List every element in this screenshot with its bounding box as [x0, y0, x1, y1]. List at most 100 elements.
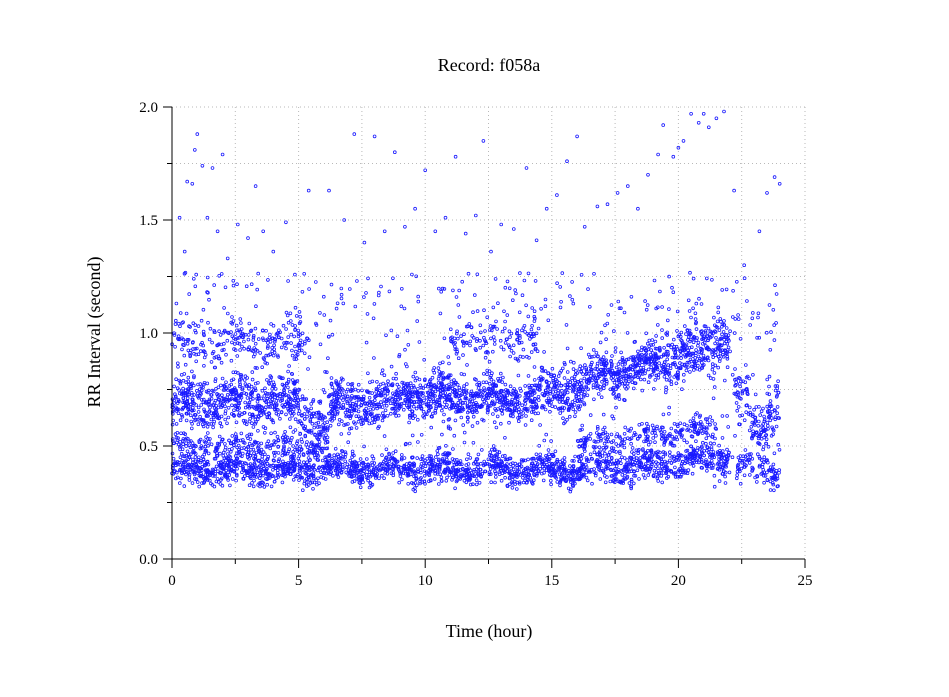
- data-point: [350, 404, 354, 408]
- data-point: [366, 410, 371, 415]
- data-point: [467, 402, 472, 407]
- data-point: [563, 362, 567, 367]
- data-point: [542, 393, 547, 398]
- data-point: [550, 366, 555, 371]
- data-point: [487, 386, 491, 391]
- data-point: [236, 371, 240, 375]
- data-point: [768, 488, 773, 492]
- data-point: [519, 414, 524, 419]
- data-point: [631, 451, 636, 456]
- data-point: [242, 378, 247, 382]
- data-point: [270, 391, 274, 395]
- data-point: [402, 456, 407, 460]
- data-point: [185, 402, 189, 406]
- data-point: [209, 396, 214, 401]
- data-point: [573, 410, 578, 414]
- data-point: [691, 340, 696, 345]
- data-point: [230, 403, 234, 408]
- data-point: [623, 384, 627, 389]
- data-point: [268, 332, 272, 337]
- data-point: [230, 412, 234, 416]
- data-point: [388, 411, 393, 416]
- data-point: [218, 400, 223, 405]
- data-point: [253, 417, 258, 422]
- data-point: [292, 404, 297, 409]
- data-point: [371, 407, 376, 411]
- data-point: [586, 352, 591, 357]
- data-point: [227, 398, 231, 403]
- data-point: [579, 370, 583, 374]
- data-point: [265, 415, 270, 419]
- data-point: [411, 416, 415, 421]
- data-point: [262, 407, 267, 412]
- data-point: [286, 385, 290, 390]
- data-point: [667, 450, 672, 455]
- data-point: [550, 397, 555, 402]
- data-point: [170, 422, 175, 427]
- data-point: [712, 441, 716, 446]
- data-point: [715, 319, 720, 324]
- data-point: [690, 471, 695, 476]
- data-point: [271, 420, 276, 425]
- data-point: [383, 408, 388, 413]
- data-point: [320, 458, 325, 463]
- data-point: [537, 380, 542, 385]
- data-point: [622, 456, 627, 460]
- data-point: [235, 466, 239, 471]
- data-point: [385, 413, 390, 418]
- data-point: [420, 454, 425, 458]
- data-point: [379, 393, 384, 398]
- data-point: [322, 421, 327, 425]
- data-point: [302, 351, 307, 356]
- data-point: [487, 369, 492, 374]
- data-point: [399, 389, 403, 394]
- data-point: [625, 458, 629, 462]
- data-point: [608, 479, 613, 484]
- data-point: [196, 405, 201, 410]
- data-point: [765, 470, 769, 475]
- data-point: [188, 413, 193, 418]
- data-point: [754, 480, 759, 484]
- data-point: [706, 373, 711, 378]
- data-point: [209, 360, 214, 364]
- data-point: [533, 397, 538, 401]
- data-point: [194, 403, 198, 407]
- data-point: [309, 406, 314, 411]
- data-point: [238, 393, 243, 398]
- data-point: [530, 393, 535, 397]
- data-point: [274, 407, 279, 412]
- data-point: [562, 360, 567, 365]
- data-point: [220, 393, 224, 398]
- data-point: [233, 332, 238, 336]
- data-point: [232, 408, 236, 413]
- data-point: [230, 392, 235, 397]
- data-point: [273, 407, 277, 411]
- data-point: [546, 396, 551, 401]
- data-point: [384, 397, 389, 402]
- data-point: [226, 415, 231, 420]
- data-point: [377, 476, 381, 481]
- data-point: [412, 400, 417, 405]
- data-point: [591, 375, 596, 380]
- data-point: [269, 431, 273, 436]
- data-point: [471, 402, 476, 407]
- data-point: [201, 385, 205, 390]
- data-point: [205, 381, 210, 386]
- data-point: [449, 397, 453, 401]
- data-point: [484, 401, 489, 405]
- data-point: [436, 376, 441, 381]
- data-point: [196, 422, 201, 427]
- data-point: [391, 406, 396, 411]
- data-point: [558, 411, 562, 415]
- data-point: [399, 453, 404, 457]
- data-point: [266, 381, 271, 385]
- data-point: [300, 343, 305, 347]
- data-point: [399, 404, 403, 409]
- data-point: [211, 389, 216, 394]
- data-point: [436, 387, 440, 392]
- data-point: [458, 398, 463, 403]
- data-point: [508, 384, 513, 389]
- data-point: [211, 413, 216, 418]
- data-point: [217, 329, 221, 334]
- data-point: [220, 396, 224, 401]
